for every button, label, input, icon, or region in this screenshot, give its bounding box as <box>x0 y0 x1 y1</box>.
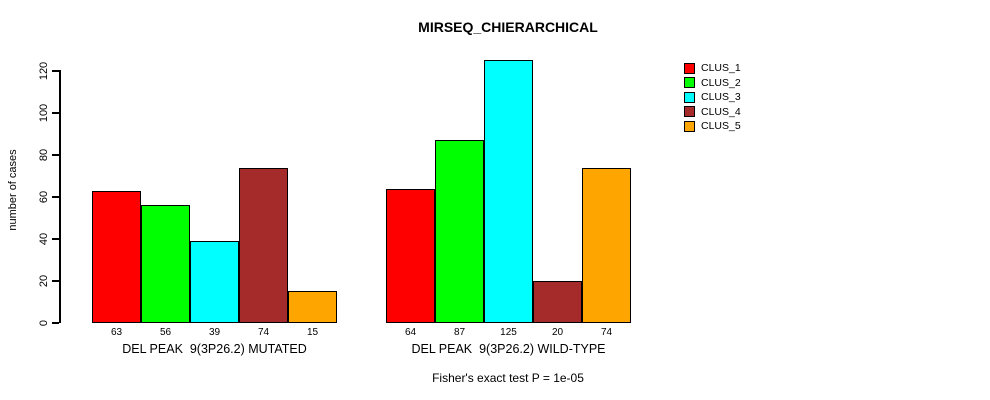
legend-label: CLUS_4 <box>701 105 741 118</box>
y-axis-tick-label: 20 <box>38 274 50 288</box>
bar-value-label: 20 <box>551 327 564 338</box>
legend-item-clus_1: CLUS_1 <box>684 61 741 76</box>
bar-value-label: 87 <box>453 327 466 338</box>
bar-value-label: 63 <box>110 327 123 338</box>
y-axis-label: number of cases <box>7 149 19 231</box>
y-axis-tick <box>52 238 59 240</box>
bar-clus_5-group1 <box>288 291 337 323</box>
y-axis-line <box>59 70 61 323</box>
y-axis-tick <box>52 280 59 282</box>
legend-swatch-icon <box>684 91 695 103</box>
legend-item-clus_3: CLUS_3 <box>684 90 741 105</box>
bar-clus_4-group2 <box>533 281 582 323</box>
bar-value-label: 64 <box>404 327 417 338</box>
y-axis-tick <box>52 322 59 324</box>
bar-clus_5-group2 <box>582 168 631 323</box>
bar-value-label: 56 <box>159 327 172 338</box>
legend-swatch-icon <box>684 62 695 74</box>
bar-clus_2-group2 <box>435 140 484 323</box>
group-label-2: DEL PEAK 9(3P26.2) WILD-TYPE <box>411 342 606 356</box>
y-axis-tick-label: 120 <box>38 61 50 81</box>
legend-label: CLUS_1 <box>701 62 741 75</box>
y-axis-tick-label: 80 <box>38 148 50 162</box>
bar-value-label: 15 <box>306 327 319 338</box>
bar-clus_4-group1 <box>239 168 288 323</box>
legend-label: CLUS_3 <box>701 91 741 104</box>
legend-swatch-icon <box>684 120 695 132</box>
bar-clus_1-group1 <box>92 191 141 323</box>
chart-title: MIRSEQ_CHIERARCHICAL <box>418 19 598 35</box>
bar-value-label: 125 <box>500 327 517 338</box>
fisher-test-annotation: Fisher's exact test P = 1e-05 <box>432 371 584 385</box>
legend-label: CLUS_2 <box>701 76 741 89</box>
bar-clus_3-group1 <box>190 241 239 323</box>
y-axis-tick-label: 0 <box>38 319 50 327</box>
legend-label: CLUS_5 <box>701 120 741 133</box>
y-axis-tick-label: 100 <box>38 103 50 123</box>
bar-clus_2-group1 <box>141 205 190 323</box>
legend-item-clus_2: CLUS_2 <box>684 76 741 91</box>
y-axis-tick-label: 40 <box>38 232 50 246</box>
legend-item-clus_4: CLUS_4 <box>684 105 741 120</box>
y-axis-tick-label: 60 <box>38 190 50 204</box>
y-axis-tick <box>52 70 59 72</box>
bar-clus_3-group2 <box>484 60 533 323</box>
bar-clus_1-group2 <box>386 189 435 323</box>
y-axis-tick <box>52 196 59 198</box>
bar-value-label: 74 <box>600 327 613 338</box>
bar-value-label: 74 <box>257 327 270 338</box>
group-label-1: DEL PEAK 9(3P26.2) MUTATED <box>122 342 307 356</box>
bar-value-label: 39 <box>208 327 221 338</box>
legend: CLUS_1 CLUS_2 CLUS_3 CLUS_4 CLUS_5 <box>684 61 741 134</box>
y-axis-tick <box>52 112 59 114</box>
y-axis-tick <box>52 154 59 156</box>
legend-item-clus_5: CLUS_5 <box>684 119 741 134</box>
legend-swatch-icon <box>684 106 695 118</box>
legend-swatch-icon <box>684 77 695 89</box>
